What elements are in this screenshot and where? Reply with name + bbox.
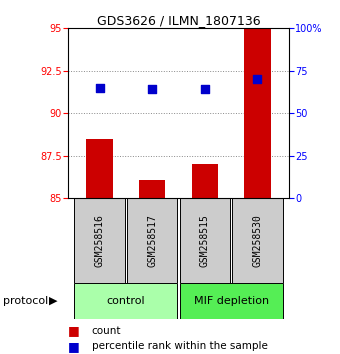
Bar: [74, 283, 177, 319]
Text: ■: ■: [68, 325, 80, 337]
Text: percentile rank within the sample: percentile rank within the sample: [92, 341, 268, 351]
Text: GSM258515: GSM258515: [200, 214, 210, 267]
Bar: [244, 28, 271, 198]
Text: count: count: [92, 326, 121, 336]
Bar: [74, 198, 125, 283]
Text: GSM258517: GSM258517: [147, 214, 157, 267]
Title: GDS3626 / ILMN_1807136: GDS3626 / ILMN_1807136: [97, 14, 260, 27]
Bar: [180, 283, 283, 319]
Bar: [232, 198, 283, 283]
Text: GSM258530: GSM258530: [252, 214, 262, 267]
Point: [202, 87, 207, 92]
Text: GSM258516: GSM258516: [95, 214, 105, 267]
Text: ■: ■: [68, 340, 80, 353]
Text: protocol: protocol: [3, 296, 49, 306]
Bar: [86, 139, 113, 198]
Point: [97, 85, 102, 91]
Bar: [139, 179, 165, 198]
Point: [255, 76, 260, 82]
Bar: [127, 198, 177, 283]
Text: MIF depletion: MIF depletion: [193, 296, 269, 306]
Bar: [192, 164, 218, 198]
Text: ▶: ▶: [49, 296, 58, 306]
Point: [150, 87, 155, 92]
Text: control: control: [106, 296, 145, 306]
Bar: [180, 198, 230, 283]
